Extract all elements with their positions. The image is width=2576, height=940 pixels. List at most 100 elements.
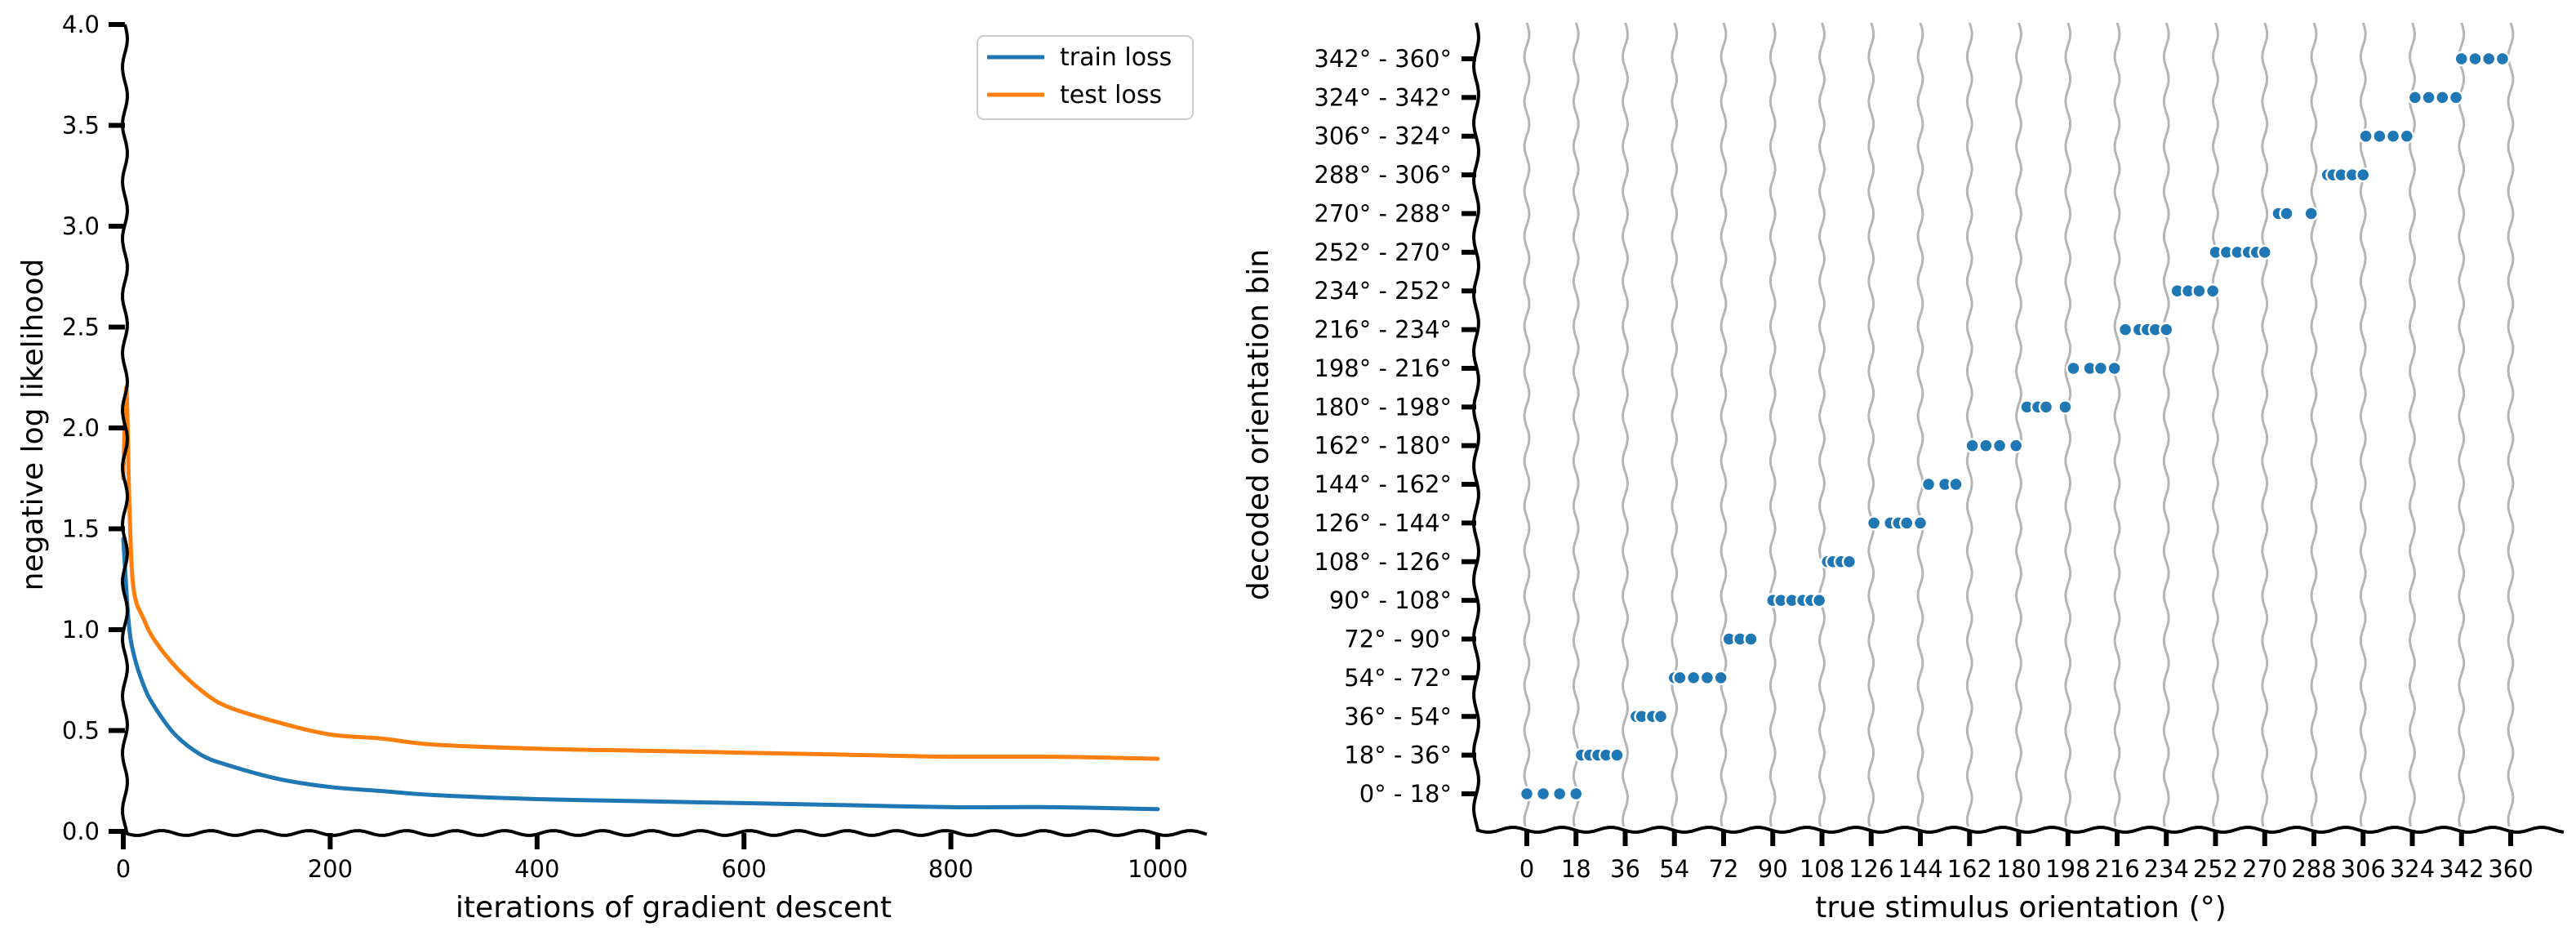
decoded-point <box>2448 90 2464 105</box>
decoding-x-tick-label: 342 <box>2439 855 2484 883</box>
vertical-gridline <box>2359 22 2367 827</box>
decoded-point <box>1672 670 1688 686</box>
vertical-gridline <box>1523 22 1531 827</box>
decoding-x-tick-label: 288 <box>2291 855 2336 883</box>
decoding-y-tick-label: 126° - 144° <box>1314 509 1452 537</box>
decoded-point <box>2480 51 2497 67</box>
decoded-point <box>2356 167 2371 183</box>
vertical-gridline <box>2507 22 2515 827</box>
loss-chart: 0.0 0.5 1.0 1.5 2.0 2.5 3.0 3.5 4.0 0 200 400 600 80… <box>16 11 1208 924</box>
loss-y-axis-line <box>120 24 130 834</box>
decoding-x-tick-label: 324 <box>2390 855 2435 883</box>
decoding-x-tick-label: 216 <box>2094 855 2139 883</box>
vertical-gridline <box>1916 22 1924 827</box>
decoding-y-tick-label: 108° - 126° <box>1314 548 1452 576</box>
loss-y-tick-label: 3.5 <box>62 112 100 140</box>
decoded-point <box>2093 360 2109 376</box>
decoded-point <box>2279 206 2294 221</box>
decoded-point <box>1535 786 1551 802</box>
decoded-point <box>2205 283 2221 299</box>
decoded-point <box>1568 786 1584 802</box>
vertical-gridline <box>1768 22 1777 827</box>
decoding-x-tick-label: 0 <box>1519 855 1534 883</box>
series-line-train-loss <box>121 537 1160 812</box>
decoding-y-tick-label: 216° - 234° <box>1314 316 1452 344</box>
decoding-y-tick-label: 162° - 180° <box>1314 432 1452 460</box>
vertical-gridline <box>2310 22 2318 827</box>
decoding-x-tick-label: 54 <box>1659 855 1689 883</box>
loss-y-tick-label: 1.5 <box>62 515 100 543</box>
decoded-point <box>2257 244 2272 261</box>
vertical-gridline <box>1720 22 1728 827</box>
loss-y-ticks: 0.0 0.5 1.0 1.5 2.0 2.5 3.0 3.5 4.0 <box>62 11 125 845</box>
decoding-y-tick-label: 144° - 162° <box>1314 470 1452 498</box>
loss-x-tick-label: 800 <box>928 855 973 883</box>
decoding-chart: 0° - 18° 18° - 36° 36° - 54° 54° - 72° 72° -… <box>1242 22 2565 924</box>
decoding-y-tick-label: 18° - 36° <box>1344 742 1452 769</box>
loss-y-tick-label: 1.0 <box>62 616 100 644</box>
decoded-point <box>2399 128 2415 144</box>
loss-x-tick-label: 1000 <box>1128 855 1188 883</box>
loss-series-group <box>121 385 1160 812</box>
decoded-point <box>1519 786 1535 802</box>
decoding-y-ticks: 0° - 18° 18° - 36° 36° - 54° 54° - 72° 72° -… <box>1314 45 1476 808</box>
loss-x-tick-label: 0 <box>116 855 131 883</box>
decoded-point <box>2372 128 2387 144</box>
vertical-gridline <box>2458 22 2466 827</box>
decoding-x-tick-label: 306 <box>2341 855 2386 883</box>
loss-legend: train loss test loss <box>977 35 1194 120</box>
decoding-x-axis-title: true stimulus orientation (°) <box>1815 891 2227 924</box>
vertical-gridline <box>1671 22 1679 827</box>
decoded-point <box>2385 128 2401 144</box>
decoding-y-tick-label: 270° - 288° <box>1314 199 1452 227</box>
vertical-gridline <box>2064 22 2072 827</box>
decoded-point <box>1743 631 1759 647</box>
legend-label-test-loss: test loss <box>1060 81 1162 109</box>
decoding-y-tick-label: 90° - 108° <box>1329 586 1452 614</box>
decoded-point <box>2467 51 2483 67</box>
decoded-point <box>1912 515 1929 531</box>
decoding-y-tick-label: 252° - 270° <box>1314 238 1452 266</box>
decoded-point <box>1978 438 1994 453</box>
decoding-y-tick-label: 306° - 324° <box>1314 123 1452 150</box>
decoding-y-tick-label: 54° - 72° <box>1344 664 1452 692</box>
decoding-y-tick-label: 180° - 198° <box>1314 393 1452 421</box>
decoded-point <box>1964 438 1980 453</box>
decoded-point <box>2008 438 2024 453</box>
decoded-point <box>2303 206 2319 221</box>
decoding-vertical-gridlines <box>1523 22 2515 827</box>
vertical-gridline <box>2261 22 2269 827</box>
decoded-point <box>1713 670 1728 686</box>
vertical-gridline <box>1817 22 1826 827</box>
loss-y-tick-label: 2.0 <box>62 414 100 442</box>
decoded-point <box>1609 747 1625 763</box>
decoding-y-tick-label: 342° - 360° <box>1314 45 1452 73</box>
decoded-point <box>1551 786 1568 802</box>
loss-y-tick-label: 0.0 <box>62 817 100 845</box>
decoding-x-tick-label: 18 <box>1561 855 1591 883</box>
decoding-x-tick-label: 180 <box>1996 855 2041 883</box>
decoded-point <box>2407 90 2423 105</box>
decoding-x-tick-label: 126 <box>1849 855 1893 883</box>
decoded-point <box>1653 709 1669 724</box>
decoding-x-tick-label: 108 <box>1800 855 1844 883</box>
loss-x-ticks: 0 200 400 600 800 1000 <box>116 833 1188 883</box>
decoding-x-tick-label: 234 <box>2144 855 2189 883</box>
decoding-y-axis-line <box>1471 22 1481 831</box>
decoded-point <box>1991 438 2008 453</box>
decoding-y-tick-label: 198° - 216° <box>1314 354 1452 382</box>
decoded-point <box>2494 51 2511 67</box>
decoded-point <box>2066 360 2081 376</box>
decoded-point <box>2358 128 2374 144</box>
loss-x-tick-label: 200 <box>308 855 353 883</box>
decoding-x-tick-label: 72 <box>1709 855 1739 883</box>
vertical-gridline <box>2014 22 2023 827</box>
decoding-x-tick-label: 252 <box>2193 855 2238 883</box>
loss-x-tick-label: 600 <box>722 855 767 883</box>
loss-y-tick-label: 4.0 <box>62 11 100 38</box>
vertical-gridline <box>1965 22 1973 827</box>
decoded-point <box>2058 399 2073 415</box>
vertical-gridline <box>2113 22 2121 827</box>
